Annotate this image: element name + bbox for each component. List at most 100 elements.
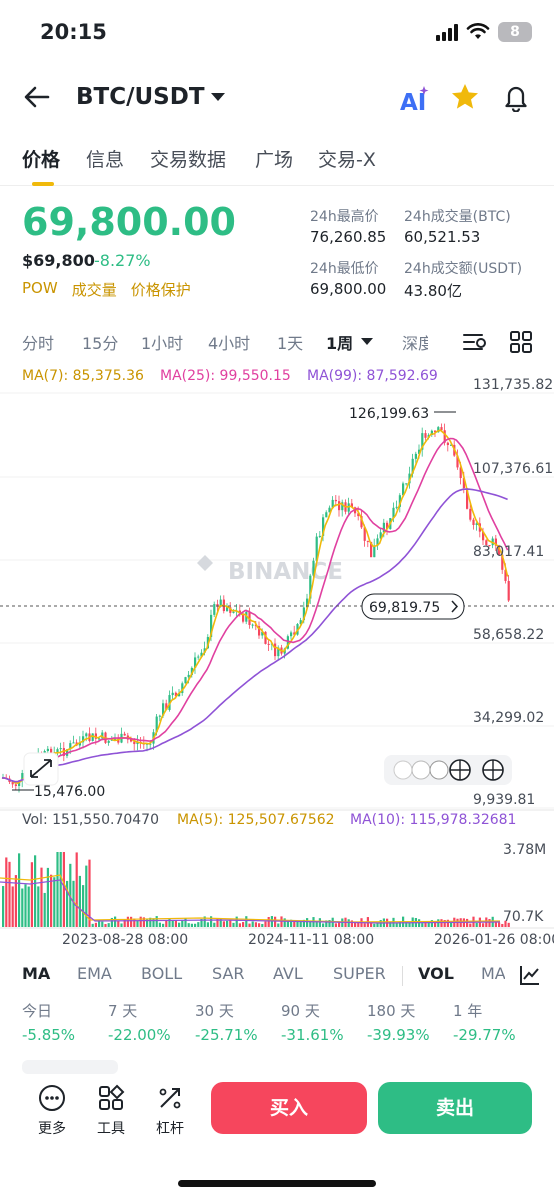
volume-bar — [181, 919, 184, 927]
volume-bar — [11, 886, 14, 927]
interval-4h[interactable]: 4小时 — [208, 334, 251, 353]
volume-bar — [50, 874, 53, 927]
volume-bar — [395, 922, 398, 927]
tag-price-protection[interactable]: 价格保护 — [130, 281, 191, 299]
candle-body — [178, 693, 181, 697]
tab-trading-data[interactable]: 交易数据 — [150, 149, 227, 171]
volume-btc-label: 24h成交量(BTC) — [404, 209, 511, 225]
bell-icon[interactable] — [501, 82, 531, 112]
volume-bar — [110, 917, 113, 927]
volume-bar — [264, 921, 267, 927]
volume-bar — [299, 920, 302, 927]
volume-bar — [82, 885, 85, 927]
indicator-separator — [402, 966, 403, 986]
interval-depth[interactable]: 深度 — [402, 334, 428, 353]
more-button[interactable]: 更多 — [32, 1084, 72, 1138]
indicator-sar[interactable]: SAR — [212, 964, 245, 983]
perf-value-90d: -31.61% — [281, 1026, 344, 1044]
volume-bar — [286, 921, 289, 927]
interval-time[interactable]: 分时 — [22, 334, 55, 353]
tag-pow[interactable]: POW — [22, 279, 58, 297]
interval-dropdown-caret-icon[interactable] — [361, 338, 373, 345]
candle-body — [373, 545, 376, 558]
status-time: 20:15 — [40, 20, 107, 44]
volume-bar — [251, 921, 254, 927]
candle-body — [462, 478, 465, 489]
volume-bar — [126, 916, 129, 927]
indicator-avl[interactable]: AVL — [273, 964, 303, 983]
pair-title[interactable]: BTC/USDT — [76, 84, 205, 110]
volume-bar — [398, 921, 401, 927]
interval-1d[interactable]: 1天 — [277, 334, 304, 353]
candle-body — [107, 740, 110, 743]
ma99-legend: MA(99): 87,592.69 — [307, 368, 438, 384]
indicator-macd[interactable]: MACD — [481, 964, 505, 983]
globe-icon-stack[interactable] — [384, 755, 512, 785]
low-marker: 15,476.00 — [12, 784, 105, 800]
candle-body — [325, 512, 328, 518]
volume-bar — [88, 859, 91, 927]
volume-bar — [46, 867, 49, 927]
volume-bar — [322, 923, 325, 927]
candle-body — [62, 748, 65, 756]
tab-trade-x[interactable]: 交易-X — [318, 149, 376, 171]
expand-icon[interactable] — [23, 752, 59, 786]
volume-bar — [40, 867, 43, 927]
interval-15m[interactable]: 15分 — [82, 334, 119, 353]
volume-bar — [190, 923, 193, 927]
volume-bar — [178, 922, 181, 927]
indicator-boll[interactable]: BOLL — [141, 964, 183, 983]
sell-button[interactable]: 卖出 — [378, 1082, 532, 1134]
chart-settings-icon[interactable] — [462, 330, 488, 354]
tab-price[interactable]: 价格 — [22, 149, 61, 171]
vol-axis-label-1: 3.78M — [503, 842, 547, 858]
last-price-tag[interactable]: 69,819.75 — [361, 593, 465, 620]
date-label-1: 2023-08-28 08:00 — [62, 932, 189, 948]
tag-volume[interactable]: 成交量 — [71, 281, 117, 299]
indicator-settings-icon[interactable] — [519, 964, 541, 986]
indicator-vol[interactable]: VOL — [418, 964, 454, 983]
candle-body — [376, 538, 379, 546]
volume-bar — [466, 918, 469, 927]
volume-bar — [405, 921, 408, 927]
volume-bar — [120, 923, 123, 927]
candlestick-chart[interactable]: BINANCE 126,199.63 15,476.00 69,819.75 — [0, 360, 554, 940]
interval-1h[interactable]: 1小时 — [141, 334, 184, 353]
candle-body — [21, 773, 24, 781]
volume-bar — [242, 922, 245, 927]
candle-body — [411, 458, 414, 474]
interval-1w[interactable]: 1周 — [326, 334, 354, 353]
candle-body — [357, 513, 360, 517]
tools-button[interactable]: 工具 — [91, 1084, 131, 1138]
candle-body — [59, 748, 62, 750]
volume-bar — [296, 921, 299, 927]
ai-icon[interactable]: AI — [400, 84, 430, 114]
tab-info[interactable]: 信息 — [86, 149, 125, 171]
volume-bar — [107, 923, 110, 927]
volume-bar — [136, 920, 139, 927]
indicator-super[interactable]: SUPER — [333, 964, 386, 983]
buy-button[interactable]: 买入 — [211, 1082, 367, 1134]
volume-bar — [27, 886, 30, 927]
perf-value-30d: -25.71% — [195, 1026, 258, 1044]
back-arrow-icon[interactable] — [22, 82, 52, 112]
candle-body — [242, 613, 245, 622]
more-icon — [39, 1085, 65, 1111]
volume-bar — [142, 917, 145, 927]
candle-body — [184, 677, 187, 684]
volume-bar — [104, 923, 107, 927]
tab-square[interactable]: 广场 — [255, 149, 294, 171]
indicator-ma[interactable]: MA — [22, 964, 51, 983]
last-price-tag-text: 69,819.75 — [369, 600, 440, 616]
pair-dropdown-caret-icon[interactable] — [211, 93, 225, 101]
high-marker: 126,199.63 — [349, 406, 456, 422]
favorite-star-icon[interactable] — [450, 82, 480, 112]
layout-grid-icon[interactable] — [509, 330, 533, 354]
volume-bar — [5, 857, 8, 927]
wifi-icon — [466, 23, 490, 39]
leverage-button[interactable]: 杠杆 — [150, 1084, 190, 1138]
indicator-ema[interactable]: EMA — [77, 964, 112, 983]
volume-bar — [258, 923, 261, 927]
low-value: 69,800.00 — [310, 280, 387, 298]
date-label-3: 2026-01-26 08:00 — [434, 932, 554, 948]
